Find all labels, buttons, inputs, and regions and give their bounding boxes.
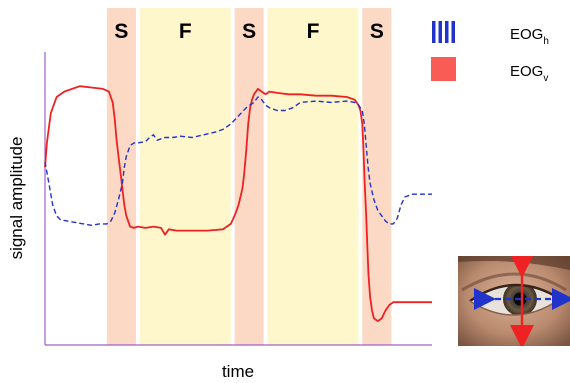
phase-band-5 [362,8,392,345]
series-line-eog-h [44,96,432,226]
legend-label-eog-v-sub: v [543,73,548,84]
phase-label-5: S [370,20,384,43]
phase-bands [106,8,392,345]
phase-band-4 [267,8,359,345]
phase-label-2: F [179,20,192,43]
legend-swatch-eog-v [431,57,456,81]
legend-swatch-eog-h [432,21,455,43]
legend-label-eog-h: EOGh [510,26,549,47]
legend-label-eog-v-main: EOG [510,63,543,80]
y-axis-label: signal amplitude [7,137,26,260]
series-line-eog-v [44,85,432,322]
eye-photo [458,256,570,346]
legend-label-eog-h-main: EOG [510,26,543,43]
phase-band-3 [234,8,264,345]
x-axis-label: time [222,362,254,381]
phase-band-2 [139,8,231,345]
legend-label-eog-h-sub: h [543,36,549,47]
legend-label-eog-v: EOGv [510,63,548,84]
phase-label-4: F [307,20,320,43]
phase-label-3: S [242,20,256,43]
phase-label-1: S [114,20,128,43]
legend: EOGh EOGv [431,21,549,84]
series-lines [44,85,432,322]
